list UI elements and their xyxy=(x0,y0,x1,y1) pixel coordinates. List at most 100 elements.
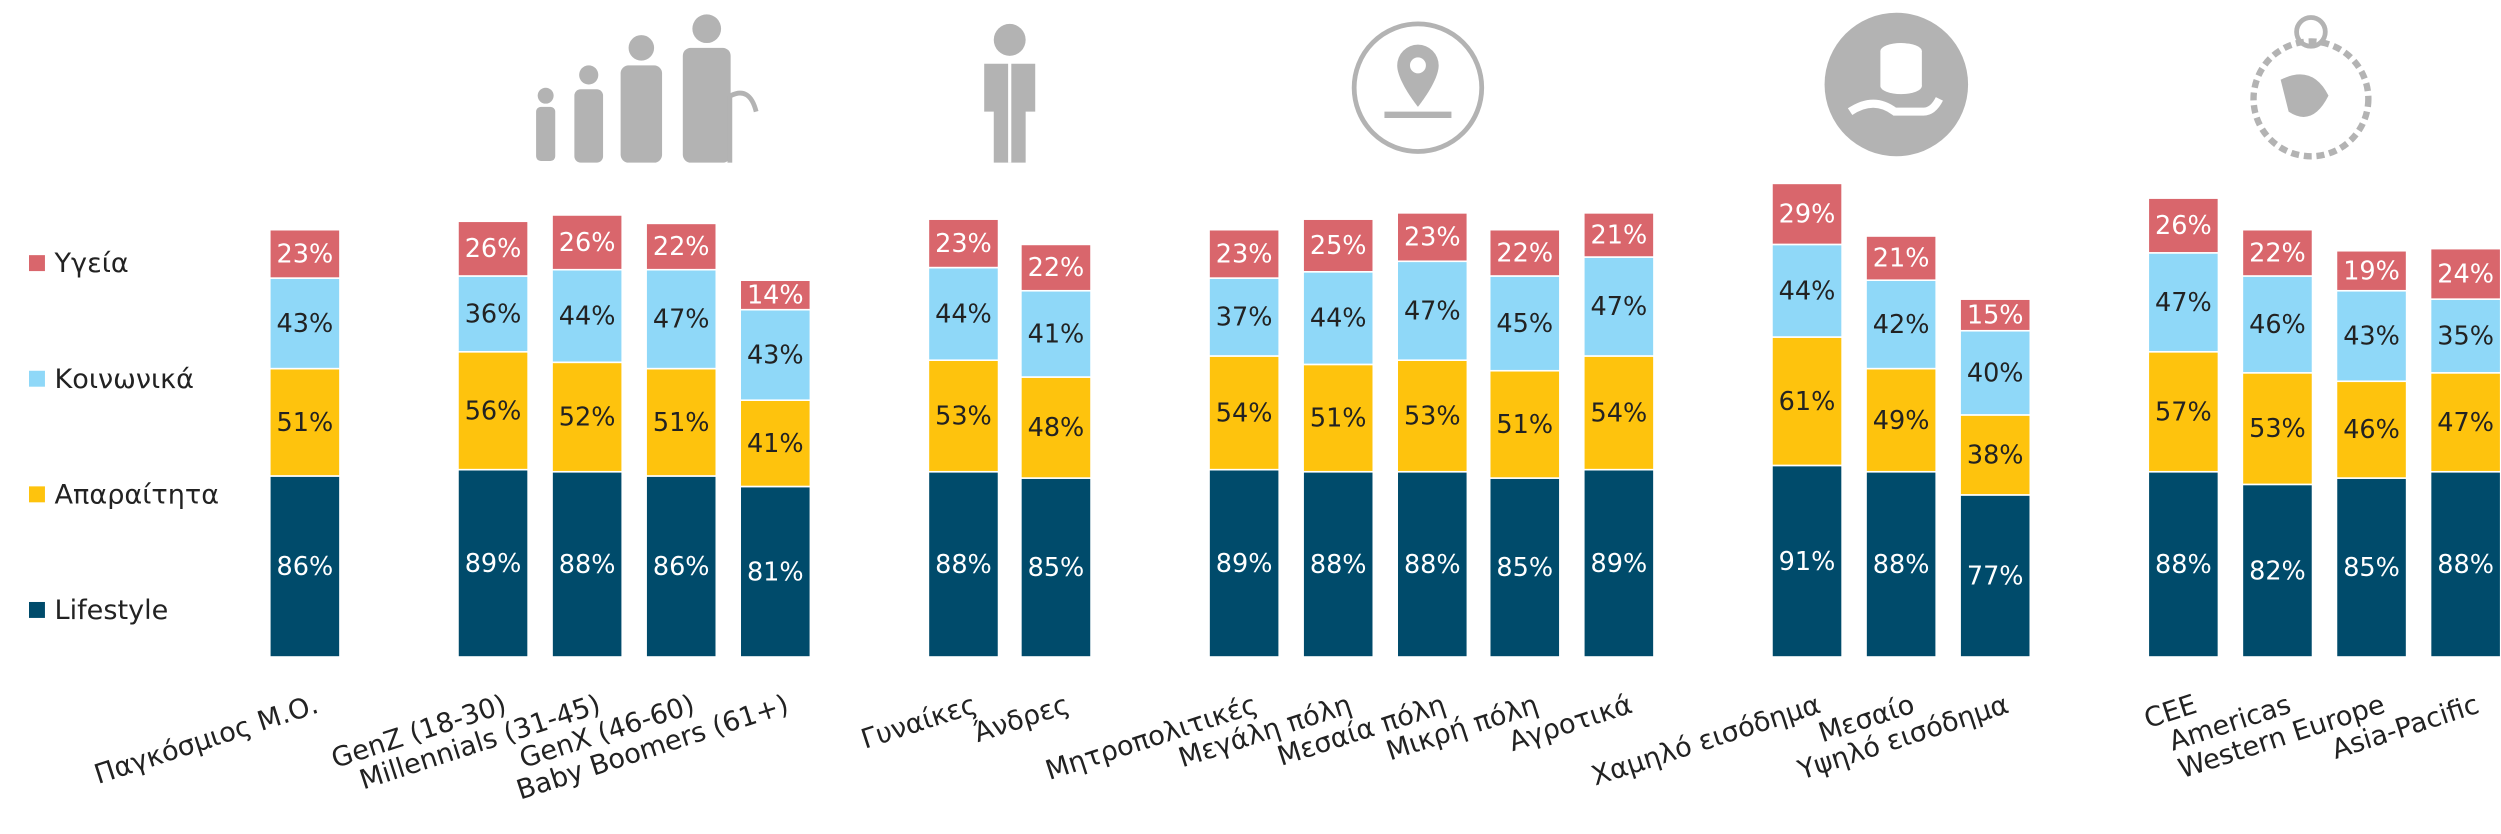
data-label: 43% xyxy=(2343,322,2400,352)
bar-segment xyxy=(1208,228,1281,279)
bar-segment xyxy=(1488,275,1561,372)
bar-segment xyxy=(645,268,718,370)
data-label: 19% xyxy=(2343,256,2400,286)
x-tick-label: Άνδρες xyxy=(970,689,1073,749)
data-label: 25% xyxy=(1310,231,1367,261)
legend-swatch xyxy=(29,370,45,387)
bar-segment xyxy=(1865,470,1937,658)
bar-segment xyxy=(268,228,341,279)
bar-segment xyxy=(2335,289,2408,383)
data-label: 26% xyxy=(465,234,522,264)
data-label: 47% xyxy=(1591,292,1648,322)
data-label: 22% xyxy=(1496,238,1553,268)
bar-segment xyxy=(1396,212,1469,263)
legend-label: Απαραίτητα xyxy=(55,479,220,510)
x-tick-label: Παγκόσμιος Μ.Ο. xyxy=(91,689,323,791)
data-label: 88% xyxy=(935,550,992,580)
bar-segment xyxy=(1302,218,1375,273)
bar-segment xyxy=(1396,470,1469,658)
bar-segment xyxy=(2429,470,2501,658)
bar-segment xyxy=(1396,359,1469,473)
bar-segment xyxy=(1771,336,1843,467)
bar-segment xyxy=(1771,243,1843,338)
bar-segment xyxy=(1208,468,1281,658)
bar-segment xyxy=(645,222,718,271)
data-label: 41% xyxy=(747,429,804,459)
bar-segment xyxy=(739,308,812,401)
location-icon xyxy=(1351,21,1485,154)
bar-segment xyxy=(268,475,341,658)
data-label: 44% xyxy=(1779,276,1836,306)
bar-segment xyxy=(2241,228,2314,277)
bar-segment xyxy=(457,350,529,471)
bar-segment xyxy=(1959,414,2032,496)
legend-label: Lifestyle xyxy=(55,595,169,626)
data-label: 77% xyxy=(1967,562,2024,592)
bar-segment xyxy=(1582,355,1655,471)
bar-segment xyxy=(927,218,1000,269)
bar-segment xyxy=(1959,329,2032,416)
data-label: 47% xyxy=(653,305,710,335)
data-label: 88% xyxy=(1404,550,1461,580)
data-label: 53% xyxy=(2249,414,2306,444)
bar-segment xyxy=(2147,197,2220,254)
bar-segment xyxy=(927,266,1000,361)
bar-segment xyxy=(2241,275,2314,374)
bar-segment xyxy=(2429,372,2501,473)
data-label: 88% xyxy=(559,550,616,580)
legend-label: Κοινωνικά xyxy=(55,364,194,395)
data-label: 47% xyxy=(2155,288,2212,318)
bar-segment xyxy=(1488,228,1561,277)
bar-segment xyxy=(1582,212,1655,258)
bar-segment xyxy=(1020,376,1092,479)
data-label: 29% xyxy=(1779,200,1836,230)
data-label: 81% xyxy=(747,557,804,587)
data-label: 46% xyxy=(2343,415,2400,445)
bar-segment xyxy=(1020,289,1092,378)
income-icon xyxy=(1824,12,1969,157)
data-label: 53% xyxy=(935,402,992,432)
bar-segment xyxy=(1959,298,2032,332)
data-label: 23% xyxy=(277,239,334,269)
data-label: 85% xyxy=(1028,553,1085,583)
data-label: 47% xyxy=(1404,296,1461,326)
bar-segment xyxy=(927,359,1000,473)
data-label: 14% xyxy=(747,281,804,311)
data-label: 38% xyxy=(1967,441,2024,471)
bar-segment xyxy=(739,399,812,488)
globe-icon xyxy=(2250,15,2372,160)
bar-segment xyxy=(1865,367,1937,473)
data-label: 44% xyxy=(935,299,992,329)
bar-segment xyxy=(1582,256,1655,357)
people-icon xyxy=(536,14,759,163)
bar-segment xyxy=(1302,363,1375,473)
bar-segment xyxy=(1302,270,1375,366)
data-label: 46% xyxy=(2249,310,2306,340)
bar-segment xyxy=(1865,235,1937,282)
bar-segment xyxy=(739,485,812,658)
data-label: 15% xyxy=(1967,301,2024,331)
data-label: 57% xyxy=(2155,397,2212,427)
bar-segment xyxy=(457,468,529,658)
data-label: 88% xyxy=(2437,550,2494,580)
bar-segment xyxy=(1582,468,1655,658)
data-label: 89% xyxy=(1216,549,1273,579)
data-label: 36% xyxy=(465,299,522,329)
bar-segment xyxy=(457,275,529,353)
data-label: 86% xyxy=(277,552,334,582)
data-label: 51% xyxy=(277,408,334,438)
data-label: 52% xyxy=(559,403,616,433)
data-label: 23% xyxy=(935,229,992,259)
data-label: 82% xyxy=(2249,556,2306,586)
data-label: 43% xyxy=(747,341,804,371)
bar-segment xyxy=(1020,477,1092,658)
data-label: 22% xyxy=(653,232,710,262)
data-label: 61% xyxy=(1779,387,1836,417)
bar-segment xyxy=(2335,249,2408,292)
legend-swatch xyxy=(29,255,45,272)
bar-segment xyxy=(1771,182,1843,246)
data-label: 26% xyxy=(2155,211,2212,241)
data-label: 23% xyxy=(1216,239,1273,269)
bar-segment xyxy=(1208,355,1281,471)
bar-segment xyxy=(2335,477,2408,658)
